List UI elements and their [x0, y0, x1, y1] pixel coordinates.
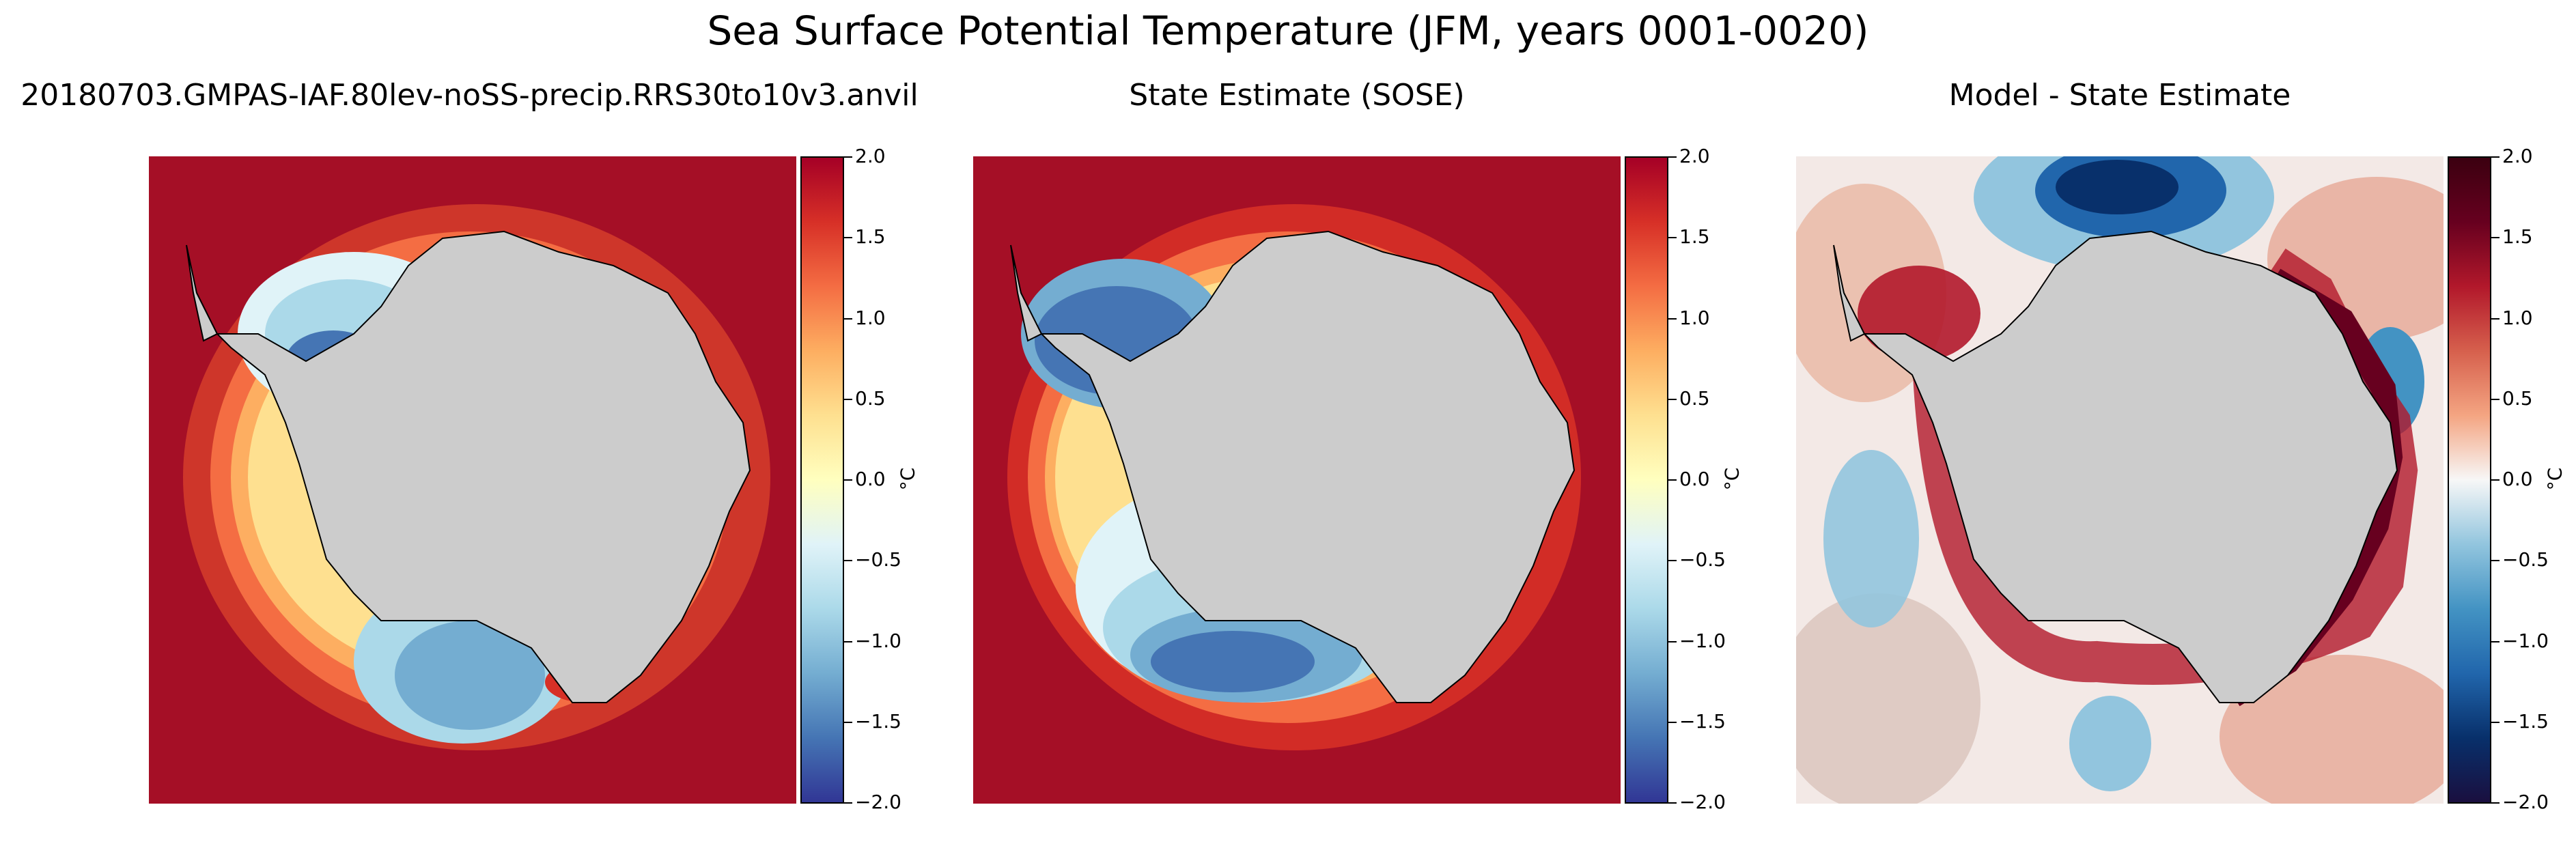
colorbar-tick: [1668, 156, 1677, 158]
colorbar-unit-sose: °C: [1720, 467, 1744, 491]
colorbar-tick: [1668, 317, 1677, 320]
colorbar-tick-label: 0.0: [855, 468, 886, 490]
colorbar-tick-label: −0.5: [855, 548, 901, 571]
colorbar-tick-label: −1.5: [1679, 709, 1726, 733]
panel-title-model: 20180703.GMPAS-IAF.80lev-noSS-precip.RRS…: [20, 78, 919, 113]
colorbar-tick: [844, 398, 852, 400]
colorbar-tick-label: −0.5: [2502, 548, 2549, 571]
colorbar-tick: [844, 156, 852, 158]
colorbar-tick-label: 0.5: [2502, 386, 2533, 410]
figure-title: Sea Surface Potential Temperature (JFM, …: [707, 8, 1869, 54]
colorbar-tick: [1668, 237, 1677, 239]
colorbar-tick: [2491, 640, 2500, 642]
map-sose-sst: [973, 156, 1621, 804]
colorbar-tick: [844, 479, 852, 481]
colorbar-tick-label: −2.0: [2502, 791, 2549, 813]
colorbar-model: [800, 156, 844, 804]
colorbar-tick: [844, 640, 852, 642]
colorbar-tick-label: −1.5: [855, 709, 901, 733]
colorbar-tick-label: −1.0: [855, 629, 901, 652]
colorbar-tick-label: −1.5: [2502, 709, 2549, 733]
colorbar-unit-model: °C: [896, 467, 919, 491]
colorbar-tick: [2491, 802, 2500, 804]
colorbar-tick: [1668, 479, 1677, 481]
colorbar-tick-label: 2.0: [855, 145, 886, 167]
panel-title-diff: Model - State Estimate: [1948, 78, 2291, 113]
map-difference: [1796, 156, 2444, 804]
map-model-sst: [149, 156, 796, 804]
colorbar-tick-label: 1.0: [855, 306, 886, 329]
colorbar-tick-label: 0.5: [1679, 386, 1710, 410]
colorbar-tick: [2491, 237, 2500, 239]
colorbar-tick: [2491, 317, 2500, 320]
colorbar-tick: [1668, 640, 1677, 642]
colorbar-tick-label: 1.5: [1679, 225, 1710, 249]
colorbar-tick: [1668, 398, 1677, 400]
colorbar-tick-label: 2.0: [2502, 145, 2533, 167]
colorbar-tick: [844, 237, 852, 239]
colorbar-sose: [1625, 156, 1668, 804]
colorbar-tick-label: 1.5: [855, 225, 886, 249]
panel-title-sose: State Estimate (SOSE): [1129, 78, 1465, 113]
colorbar-tick-label: 1.5: [2502, 225, 2533, 249]
colorbar-tick: [2491, 721, 2500, 723]
colorbar-difference: [2448, 156, 2491, 804]
colorbar-tick-label: −1.0: [2502, 629, 2549, 652]
colorbar-tick: [844, 317, 852, 320]
colorbar-tick-label: −2.0: [1679, 791, 1726, 813]
colorbar-unit-diff: °C: [2543, 467, 2566, 491]
colorbar-tick: [844, 721, 852, 723]
colorbar-tick: [1668, 560, 1677, 562]
colorbar-tick: [2491, 560, 2500, 562]
colorbar-tick-label: −0.5: [1679, 548, 1726, 571]
colorbar-tick-label: −2.0: [855, 791, 901, 813]
colorbar-tick: [1668, 802, 1677, 804]
colorbar-tick-label: 1.0: [2502, 306, 2533, 329]
colorbar-tick-label: 0.0: [2502, 468, 2533, 490]
colorbar-tick-label: 0.0: [1679, 468, 1710, 490]
colorbar-tick: [2491, 156, 2500, 158]
colorbar-tick: [2491, 479, 2500, 481]
colorbar-tick-label: −1.0: [1679, 629, 1726, 652]
colorbar-tick-label: 2.0: [1679, 145, 1710, 167]
colorbar-tick-label: 0.5: [855, 386, 886, 410]
colorbar-tick: [1668, 721, 1677, 723]
colorbar-tick: [844, 560, 852, 562]
colorbar-tick-label: 1.0: [1679, 306, 1710, 329]
colorbar-tick: [844, 802, 852, 804]
colorbar-tick: [2491, 398, 2500, 400]
